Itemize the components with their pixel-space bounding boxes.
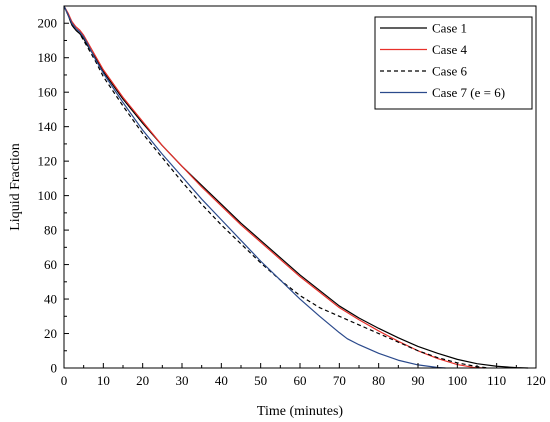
legend-items: Case 1 Case 4 Case 6 Case 7 (e = 6) (380, 21, 505, 100)
x-tick-label: 30 (176, 373, 189, 388)
legend: Case 1 Case 4 Case 6 Case 7 (e = 6) (374, 16, 533, 110)
x-tick-label: 100 (448, 373, 468, 388)
y-tick-label: 160 (38, 85, 58, 100)
y-tick-label: 60 (44, 257, 57, 272)
legend-label-4: Case 7 (e = 6) (432, 85, 505, 100)
series-line-4 (63, 5, 446, 369)
y-tick-label: 180 (38, 50, 58, 65)
y-tick-label: 140 (38, 119, 58, 134)
y-tick-label: 20 (44, 326, 57, 341)
series-line-1 (63, 5, 529, 369)
y-tick-label: 200 (38, 16, 58, 31)
x-tick-label: 20 (136, 373, 149, 388)
x-tick-label: 10 (97, 373, 110, 388)
y-tick-label: 100 (38, 188, 58, 203)
x-tick-label: 50 (254, 373, 267, 388)
x-tick-label: 0 (61, 373, 68, 388)
y-tick-label: 80 (44, 223, 57, 238)
x-tick-label: 70 (333, 373, 346, 388)
legend-box (374, 16, 533, 110)
x-tick-label: 110 (487, 373, 506, 388)
x-tick-label: 90 (412, 373, 425, 388)
y-tick-label: 0 (51, 361, 58, 376)
series-layer (63, 5, 529, 369)
series-line-3 (63, 5, 489, 369)
x-tick-label: 80 (372, 373, 385, 388)
y-tick-label: 40 (44, 292, 57, 307)
legend-label-2: Case 4 (432, 42, 468, 57)
x-tick-label: 120 (526, 373, 546, 388)
legend-label-3: Case 6 (432, 64, 468, 79)
legend-label-1: Case 1 (432, 21, 467, 36)
y-axis-ticks: 0 20 40 60 80 100 120 140 160 180 200 (38, 5, 69, 376)
x-tick-label: 40 (215, 373, 228, 388)
x-axis-title: Time (minutes) (257, 404, 344, 419)
x-axis-ticks: 0 10 20 30 40 50 60 70 80 90 100 110 120 (61, 363, 546, 388)
y-axis-title: Liquid Fraction (8, 143, 23, 231)
y-tick-label: 120 (38, 154, 58, 169)
x-tick-label: 60 (294, 373, 307, 388)
